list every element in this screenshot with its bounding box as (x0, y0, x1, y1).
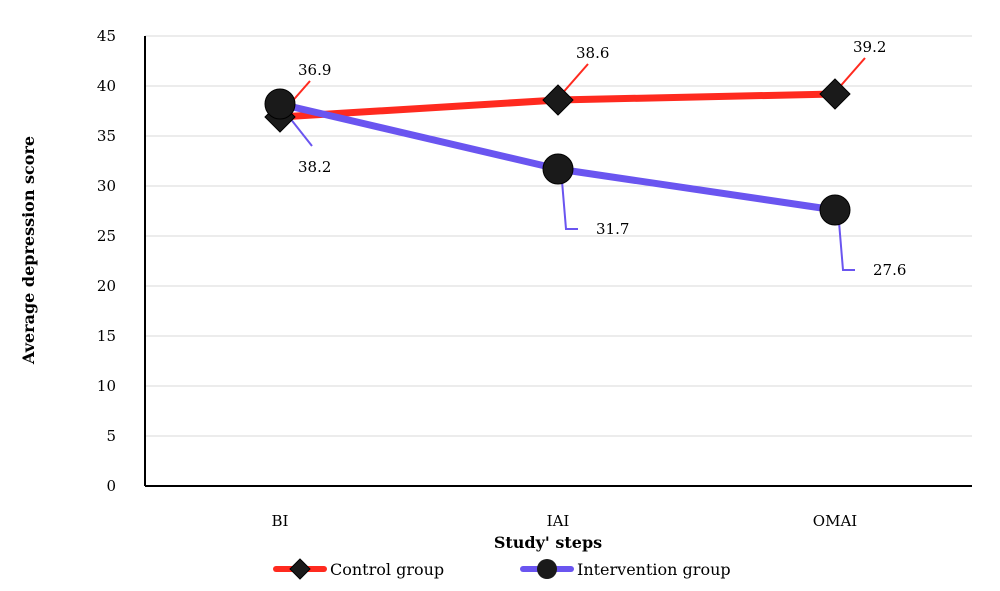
y-tick-label: 0 (106, 477, 116, 495)
y-tick-labels: 0 5 10 15 20 25 30 35 40 45 (97, 27, 116, 495)
legend-label: Control group (330, 560, 444, 579)
data-label-leaders (281, 57, 866, 271)
data-label-leader (838, 221, 855, 271)
legend-diamond-marker (289, 558, 311, 580)
x-tick-labels: BI IAI OMAI (272, 512, 858, 530)
control-group-point (819, 78, 851, 110)
y-tick-label: 20 (97, 277, 116, 295)
intervention-group-point (819, 194, 851, 226)
data-label-leader (561, 180, 578, 230)
y-tick-label: 30 (97, 177, 116, 195)
data-label: 27.6 (873, 261, 906, 279)
data-label: 38.2 (298, 158, 331, 176)
legend-label: Intervention group (577, 560, 731, 579)
y-tick-label: 25 (97, 227, 116, 245)
intervention-group-point (264, 88, 296, 120)
data-label: 31.7 (596, 220, 629, 238)
data-label-leader (836, 57, 866, 91)
x-axis-title: Study' steps (494, 533, 602, 552)
data-label: 39.2 (853, 38, 886, 56)
axes (144, 36, 972, 487)
data-labels: 36.9 38.6 39.2 38.2 31.7 27.6 (298, 38, 906, 279)
y-tick-label: 10 (97, 377, 116, 395)
y-axis-title: Average depression score (19, 136, 38, 365)
legend-circle-marker (537, 559, 557, 579)
legend: Control group Intervention group (273, 558, 731, 580)
series-markers (264, 78, 851, 226)
y-tick-label: 15 (97, 327, 116, 345)
y-tick-label: 5 (106, 427, 116, 445)
y-tick-label: 40 (97, 77, 116, 95)
gridlines (145, 35, 972, 437)
data-label-leader (559, 63, 589, 97)
x-tick-label: IAI (547, 512, 570, 530)
x-tick-label: OMAI (813, 512, 857, 530)
y-tick-label: 35 (97, 127, 116, 145)
control-group-point (542, 84, 574, 116)
intervention-group-point (542, 153, 574, 185)
data-label: 36.9 (298, 61, 331, 79)
data-label: 38.6 (576, 44, 609, 62)
y-tick-label: 45 (97, 27, 116, 45)
x-tick-label: BI (272, 512, 289, 530)
